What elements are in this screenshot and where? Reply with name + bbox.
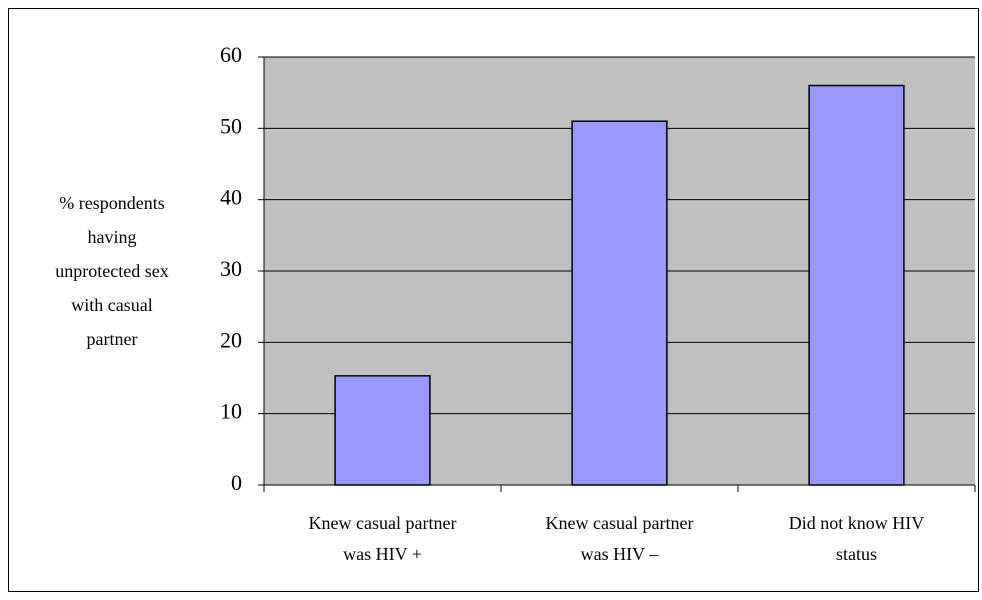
y-tick-label: 40 <box>220 185 242 210</box>
y-axis-label: having <box>88 227 137 247</box>
y-tick-label: 20 <box>220 327 242 352</box>
y-tick-label: 30 <box>220 256 242 281</box>
y-tick-label: 60 <box>220 42 242 67</box>
x-tick-label: Knew casual partner <box>546 513 694 533</box>
y-axis-label: with casual <box>71 295 152 315</box>
bar <box>334 375 431 486</box>
y-axis-label: partner <box>87 329 138 349</box>
y-tick-label: 50 <box>220 113 242 138</box>
x-tick-label: Knew casual partner <box>309 513 457 533</box>
x-tick-label: was HIV – <box>581 544 660 564</box>
x-tick-label: status <box>836 544 877 564</box>
y-axis-label: unprotected sex <box>55 261 168 281</box>
y-tick-label: 10 <box>220 399 242 424</box>
y-tick-label: 0 <box>231 470 242 495</box>
y-axis-label: % respondents <box>59 193 164 213</box>
x-tick-label: was HIV + <box>343 544 422 564</box>
x-tick-label: Did not know HIV <box>789 513 925 533</box>
bar <box>571 120 668 486</box>
bar <box>808 84 905 486</box>
